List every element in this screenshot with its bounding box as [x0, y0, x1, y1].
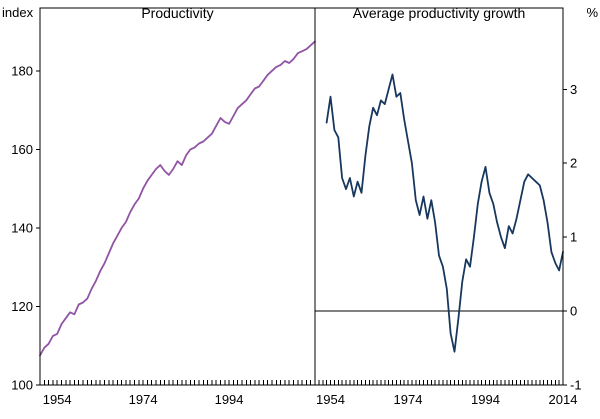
- left-axis-unit-label: index: [2, 5, 34, 20]
- right-axis-unit-label: %: [586, 5, 598, 20]
- x-tick-label: 1974: [129, 392, 158, 407]
- x-tick-label: 1994: [471, 392, 500, 407]
- y-tick-label: 140: [11, 220, 33, 235]
- y-tick-label: -1: [570, 378, 582, 393]
- y-tick-label: 3: [570, 82, 577, 97]
- y-tick-label: 2: [570, 156, 577, 171]
- y-tick-label: 120: [11, 299, 33, 314]
- x-tick-label: 1974: [394, 392, 423, 407]
- right-panel-axes: -1 0 1 2 3 1954 1974 1994 2014: [314, 82, 582, 407]
- left-panel-axes: 100 120 140 160 180 1954 1974 1994: [11, 63, 316, 407]
- plot-border: [39, 7, 564, 386]
- y-tick-label: 0: [570, 304, 577, 319]
- x-tick-label: 2014: [549, 392, 578, 407]
- left-series-line: [39, 40, 316, 357]
- y-tick-label: 160: [11, 142, 33, 157]
- right-series-line: [325, 73, 564, 353]
- y-tick-label: 100: [11, 378, 33, 393]
- y-tick-label: 1: [570, 230, 577, 245]
- x-tick-label: 1954: [43, 392, 72, 407]
- x-tick-label: 1954: [316, 392, 345, 407]
- right-panel-title: Average productivity growth: [352, 5, 526, 21]
- x-tick-label: 1994: [215, 392, 244, 407]
- y-tick-label: 180: [11, 63, 33, 78]
- left-panel-title: Productivity: [141, 5, 214, 21]
